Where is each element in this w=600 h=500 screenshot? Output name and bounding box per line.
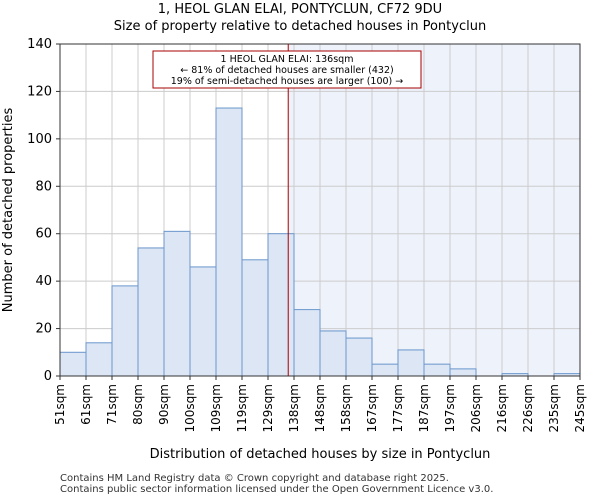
annotation-line: ← 81% of detached houses are smaller (43… xyxy=(180,65,393,76)
x-tick-label: 158sqm xyxy=(339,384,353,432)
x-tick-label: 61sqm xyxy=(79,384,93,425)
x-tick-label: 80sqm xyxy=(131,384,145,425)
bar-71sqm xyxy=(111,285,139,377)
bar-167sqm xyxy=(371,363,399,377)
footer-copyright: Contains HM Land Registry data © Crown c… xyxy=(60,473,449,484)
x-axis-label: Distribution of detached houses by size … xyxy=(150,447,491,462)
x-tick-label: 138sqm xyxy=(287,384,301,432)
y-tick-label: 20 xyxy=(35,322,52,337)
y-tick-label: 140 xyxy=(27,37,52,52)
annotation-box xyxy=(152,50,422,89)
bar-61sqm xyxy=(85,342,113,377)
x-tick-label: 177sqm xyxy=(391,384,405,432)
y-tick-label: 80 xyxy=(35,179,52,194)
y-tick-label: 0 xyxy=(44,369,52,384)
x-tick-label: 187sqm xyxy=(417,384,431,432)
bar-100sqm xyxy=(189,266,217,377)
x-tick-label: 109sqm xyxy=(209,384,223,432)
x-tick-label: 148sqm xyxy=(313,384,327,432)
bar-197sqm xyxy=(449,368,477,377)
annotation-line: 1 HEOL GLAN ELAI: 136sqm xyxy=(221,54,354,65)
bar-51sqm xyxy=(59,351,87,377)
y-tick-label: 60 xyxy=(35,227,52,242)
x-tick-label: 216sqm xyxy=(495,384,509,432)
bar-90sqm xyxy=(163,230,191,377)
larger-region-shade xyxy=(288,44,580,376)
y-tick-label: 40 xyxy=(35,274,52,289)
annotation-line: 19% of semi-detached houses are larger (… xyxy=(171,76,404,87)
y-tick-label: 120 xyxy=(27,84,52,99)
bar-148sqm xyxy=(319,330,347,377)
x-tick-label: 167sqm xyxy=(365,384,379,432)
footer-licence: Contains public sector information licen… xyxy=(60,484,494,495)
x-tick-label: 206sqm xyxy=(469,384,483,432)
bar-109sqm xyxy=(215,107,243,377)
bar-187sqm xyxy=(423,363,451,377)
bar-119sqm xyxy=(241,259,269,377)
chart-subtitle: Size of property relative to detached ho… xyxy=(113,19,487,34)
bar-138sqm xyxy=(293,309,321,377)
x-tick-label: 129sqm xyxy=(261,384,275,432)
bar-158sqm xyxy=(345,337,373,377)
x-tick-label: 100sqm xyxy=(183,384,197,432)
chart-title: 1, HEOL GLAN ELAI, PONTYCLUN, CF72 9DU xyxy=(157,2,443,17)
bar-80sqm xyxy=(137,247,165,377)
x-tick-label: 226sqm xyxy=(521,384,535,432)
bar-177sqm xyxy=(397,349,425,377)
x-tick-label: 235sqm xyxy=(547,384,561,432)
x-tick-label: 90sqm xyxy=(157,384,171,425)
x-tick-label: 245sqm xyxy=(573,384,587,432)
x-tick-label: 119sqm xyxy=(235,384,249,432)
y-axis-label: Number of detached properties xyxy=(1,108,16,313)
bar-129sqm xyxy=(267,233,295,377)
x-tick-label: 71sqm xyxy=(105,384,119,425)
x-tick-label: 197sqm xyxy=(443,384,457,432)
y-tick-label: 100 xyxy=(27,132,52,147)
x-tick-label: 51sqm xyxy=(53,384,67,425)
